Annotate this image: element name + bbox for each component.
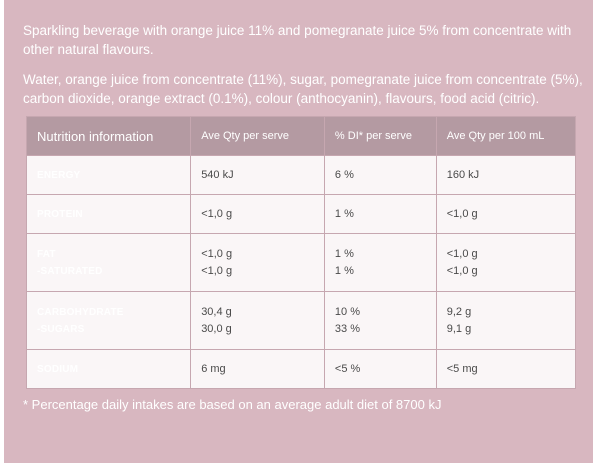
table-row-sodium: SODIUM 6 mg <5 % <5 mg bbox=[25, 349, 577, 389]
row-label: ENERGY bbox=[25, 155, 192, 195]
cell-sub-value: 9,1 g bbox=[446, 322, 472, 335]
table-row-energy: ENERGY 540 kJ 6 % 160 kJ bbox=[25, 155, 577, 195]
cell-serve: <1,0 g bbox=[190, 194, 325, 234]
row-label-text: SODIUM bbox=[37, 363, 79, 375]
cell-value: <1,0 g bbox=[446, 207, 478, 220]
header-ave-qty-per-100ml: Ave Qty per 100 mL bbox=[435, 116, 577, 156]
row-label: FAT -SATURATED bbox=[25, 233, 192, 292]
row-label-text: FAT bbox=[37, 248, 56, 260]
cell-sub-value: 30,0 g bbox=[201, 322, 232, 335]
product-description: Sparkling beverage with orange juice 11%… bbox=[23, 23, 572, 57]
cell-serve: 6 mg bbox=[190, 349, 325, 389]
product-info-panel: Sparkling beverage with orange juice 11%… bbox=[4, 0, 593, 463]
cell-value: 10 % bbox=[334, 305, 360, 318]
cell-value: <1,0 g bbox=[446, 247, 478, 260]
table-row-fat: FAT -SATURATED <1,0 g <1,0 g 1 % 1 % <1,… bbox=[25, 233, 577, 292]
nutrition-table: Nutrition information Ave Qty per serve … bbox=[25, 116, 577, 389]
cell-di: 10 % 33 % bbox=[323, 291, 437, 350]
cell-sub-value: 33 % bbox=[334, 322, 360, 335]
cell-value: 30,4 g bbox=[201, 305, 232, 318]
cell-serve: 30,4 g 30,0 g bbox=[190, 291, 325, 350]
header-di-per-serve: % DI* per serve bbox=[323, 116, 437, 156]
cell-di: 6 % bbox=[323, 155, 437, 195]
cell-value: 1 % bbox=[334, 247, 354, 260]
cell-sub-value: <1,0 g bbox=[201, 264, 233, 277]
cell-per100: <5 mg bbox=[435, 349, 577, 389]
ingredients-list: Water, orange juice from concentrate (11… bbox=[23, 72, 583, 106]
cell-sub-value: <1,0 g bbox=[446, 264, 478, 277]
cell-value: <5 mg bbox=[446, 362, 478, 375]
row-label-text: CARBOHYDRATE bbox=[37, 306, 124, 318]
row-label-text: ENERGY bbox=[37, 169, 81, 181]
cell-di: 1 % bbox=[323, 194, 437, 234]
cell-value: 6 % bbox=[334, 168, 354, 181]
cell-value: 9,2 g bbox=[446, 305, 472, 318]
daily-intake-footnote: * Percentage daily intakes are based on … bbox=[23, 397, 442, 412]
header-ave-qty-per-serve: Ave Qty per serve bbox=[190, 116, 325, 156]
cell-value: <1,0 g bbox=[201, 207, 233, 220]
table-row-protein: PROTEIN <1,0 g 1 % <1,0 g bbox=[25, 194, 577, 234]
cell-value: 160 kJ bbox=[446, 168, 480, 181]
table-row-carbohydrate: CARBOHYDRATE -SUGARS 30,4 g 30,0 g 10 % … bbox=[25, 291, 577, 350]
row-label: SODIUM bbox=[25, 349, 192, 389]
cell-per100: 160 kJ bbox=[435, 155, 577, 195]
cell-serve: 540 kJ bbox=[190, 155, 325, 195]
row-sublabel-text: -SATURATED bbox=[37, 265, 103, 277]
nutrition-table-header: Nutrition information Ave Qty per serve … bbox=[25, 116, 577, 156]
row-sublabel-text: -SUGARS bbox=[37, 323, 85, 335]
cell-per100: <1,0 g bbox=[435, 194, 577, 234]
row-label: CARBOHYDRATE -SUGARS bbox=[25, 291, 192, 350]
cell-serve: <1,0 g <1,0 g bbox=[190, 233, 325, 292]
cell-per100: <1,0 g <1,0 g bbox=[435, 233, 577, 292]
row-label: PROTEIN bbox=[25, 194, 192, 234]
cell-di: 1 % 1 % bbox=[323, 233, 437, 292]
cell-di: <5 % bbox=[323, 349, 437, 389]
cell-value: 540 kJ bbox=[201, 168, 234, 181]
cell-value: <5 % bbox=[334, 362, 361, 375]
cell-value: 6 mg bbox=[201, 362, 226, 375]
cell-value: <1,0 g bbox=[201, 247, 233, 260]
header-nutrition-information: Nutrition information bbox=[25, 116, 192, 156]
cell-value: 1 % bbox=[334, 207, 354, 220]
cell-sub-value: 1 % bbox=[334, 264, 354, 277]
cell-per100: 9,2 g 9,1 g bbox=[435, 291, 577, 350]
row-label-text: PROTEIN bbox=[37, 208, 83, 220]
